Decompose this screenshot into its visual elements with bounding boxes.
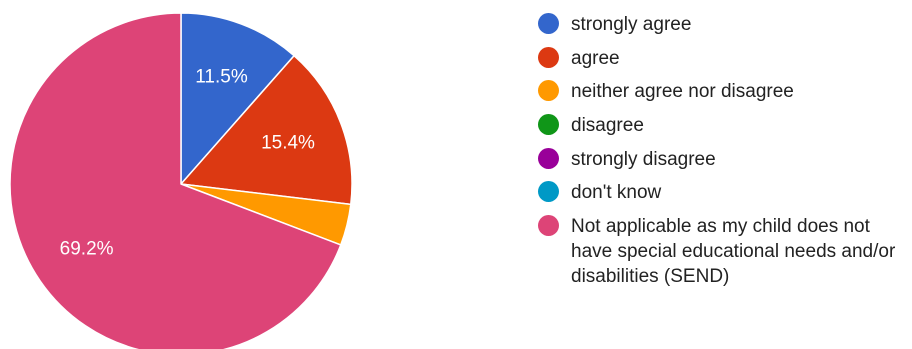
legend-label: Not applicable as my child does not have… (571, 216, 896, 288)
legend-item: don't know (538, 180, 908, 205)
slice-percentage-label: 69.2% (60, 239, 114, 260)
legend-item: strongly disagree (538, 147, 908, 172)
pie-slice-labels: 11.5% 15.4% 69.2% (60, 66, 315, 259)
pie-plot: 11.5% 15.4% 69.2% (9, 12, 353, 349)
legend-swatch (538, 147, 559, 169)
legend-item: neither agree nor disagree (538, 79, 908, 104)
legend-label: agree (571, 47, 620, 69)
legend-item: agree (538, 46, 908, 71)
pie-slice-strongly-agree (180, 12, 295, 185)
legend-label: strongly agree (571, 14, 692, 35)
legend-item: Not applicable as my child does not have… (538, 214, 908, 289)
legend-item: disagree (538, 113, 908, 138)
legend-swatch (538, 215, 559, 237)
legend-swatch (538, 181, 559, 203)
legend-label: neither agree nor disagree (571, 81, 794, 103)
pie-slices (9, 12, 353, 349)
pie-slice-not-applicable-as-my-child-does-not-have (9, 12, 342, 349)
pie-slice-agree (180, 54, 353, 206)
legend-label: don't know (571, 182, 662, 204)
legend-item: strongly agree (538, 12, 908, 37)
legend-swatch (538, 46, 559, 68)
legend-label: strongly disagree (571, 148, 716, 170)
slice-percentage-label: 11.5% (195, 66, 248, 87)
legend-swatch (538, 114, 559, 136)
legend-label: disagree (571, 115, 644, 137)
slice-percentage-label: 15.4% (261, 133, 315, 154)
legend: strongly agree agree neither agree nor dis… (538, 12, 908, 298)
legend-swatch (538, 80, 559, 102)
legend-swatch (538, 13, 559, 34)
